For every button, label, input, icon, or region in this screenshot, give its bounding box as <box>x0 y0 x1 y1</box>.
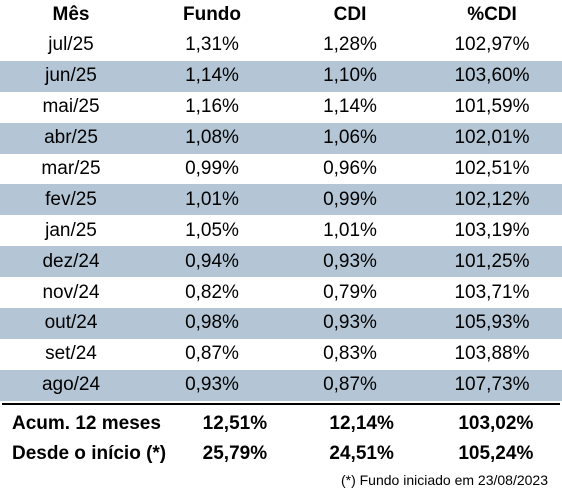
fund-cell: 1,08% <box>185 127 239 149</box>
month-cell: jul/25 <box>48 34 94 56</box>
pct-cdi-cell: 103,19% <box>454 219 530 241</box>
month-cell: fev/25 <box>45 188 97 210</box>
table-row: abr/25 1,08% 1,06% 102,01% <box>0 122 562 154</box>
month-cell: abr/25 <box>44 127 98 149</box>
fund-cell: 1,16% <box>185 96 239 118</box>
month-cell: jan/25 <box>45 219 97 241</box>
fund-cell: 1,31% <box>185 34 239 56</box>
table-row: nov/24 0,82% 0,79% 103,71% <box>0 277 562 308</box>
fund-cell: 0,82% <box>185 281 239 303</box>
summary-row-12-months: Acum. 12 meses 12,51% 12,14% 103,02% <box>0 410 562 438</box>
summary-fund: 12,51% <box>202 413 268 434</box>
summary-divider <box>2 403 560 405</box>
cdi-cell: 1,01% <box>323 219 377 241</box>
summary-cdi: 12,14% <box>329 413 394 434</box>
month-cell: set/24 <box>45 343 97 365</box>
header-month: Mês <box>52 4 90 25</box>
summary-fund: 25,79% <box>202 443 268 464</box>
fund-cell: 1,01% <box>185 188 239 210</box>
pct-cdi-cell: 105,93% <box>454 312 530 334</box>
header-cdi: CDI <box>333 4 367 25</box>
table-row: ago/24 0,93% 0,87% 107,73% <box>0 369 562 401</box>
cdi-cell: 0,93% <box>323 250 377 272</box>
cdi-cell: 1,06% <box>323 127 377 149</box>
footnote: (*) Fundo iniciado em 23/08/2023 <box>340 472 548 488</box>
pct-cdi-cell: 102,01% <box>454 127 530 149</box>
cdi-cell: 0,99% <box>323 188 377 210</box>
summary-cdi: 24,51% <box>329 443 394 464</box>
table-row: jan/25 1,05% 1,01% 103,19% <box>0 215 562 246</box>
cdi-cell: 1,14% <box>323 96 377 118</box>
month-cell: mar/25 <box>41 158 101 179</box>
fund-cell: 0,93% <box>185 374 239 396</box>
month-cell: nov/24 <box>42 281 100 303</box>
pct-cdi-cell: 103,60% <box>454 65 530 87</box>
fund-cell: 0,99% <box>185 158 239 179</box>
pct-cdi-cell: 101,25% <box>454 250 530 272</box>
table-row: jul/25 1,31% 1,28% 102,97% <box>0 30 562 61</box>
pct-cdi-cell: 101,59% <box>454 96 530 118</box>
cdi-cell: 0,79% <box>323 281 377 303</box>
summary-row-since-inception: Desde o início (*) 25,79% 24,51% 105,24% <box>0 440 562 468</box>
cdi-cell: 0,87% <box>323 374 377 396</box>
fund-cell: 1,05% <box>185 219 239 241</box>
pct-cdi-cell: 102,51% <box>454 158 530 179</box>
month-cell: mai/25 <box>42 96 100 118</box>
table-row: out/24 0,98% 0,93% 105,93% <box>0 308 562 339</box>
table-row: dez/24 0,94% 0,93% 101,25% <box>0 246 562 278</box>
month-cell: out/24 <box>44 312 98 334</box>
fund-cell: 0,94% <box>185 250 239 272</box>
table-row: mai/25 1,16% 1,14% 101,59% <box>0 92 562 123</box>
month-cell: jun/25 <box>45 65 97 87</box>
pct-cdi-cell: 102,12% <box>454 188 530 210</box>
fund-cell: 1,14% <box>185 65 239 87</box>
pct-cdi-cell: 103,71% <box>454 281 530 303</box>
table-row: set/24 0,87% 0,83% 103,88% <box>0 339 562 370</box>
month-cell: ago/24 <box>41 374 101 396</box>
cdi-cell: 1,28% <box>323 34 377 56</box>
header-fund: Fundo <box>182 4 242 25</box>
table-header: Mês Fundo CDI %CDI <box>0 0 562 30</box>
pct-cdi-cell: 103,88% <box>454 343 530 365</box>
table-row: jun/25 1,14% 1,10% 103,60% <box>0 60 562 92</box>
month-cell: dez/24 <box>42 250 100 272</box>
header-pct-cdi: %CDI <box>467 4 517 25</box>
cdi-cell: 0,93% <box>323 312 377 334</box>
fund-cell: 0,87% <box>185 343 239 365</box>
cdi-cell: 0,96% <box>323 158 377 179</box>
fund-cell: 0,98% <box>185 312 239 334</box>
pct-cdi-cell: 107,73% <box>454 374 530 396</box>
summary-label: Acum. 12 meses <box>12 413 161 434</box>
cdi-cell: 1,10% <box>323 65 377 87</box>
cdi-cell: 0,83% <box>323 343 377 365</box>
table-row: fev/25 1,01% 0,99% 102,12% <box>0 184 562 216</box>
summary-label: Desde o início (*) <box>12 443 167 464</box>
pct-cdi-cell: 102,97% <box>454 34 530 56</box>
returns-table: Mês Fundo CDI %CDI jul/25 1,31% 1,28% 10… <box>0 0 562 401</box>
summary-pct-cdi: 103,02% <box>458 413 534 434</box>
table-row: mar/25 0,99% 0,96% 102,51% <box>0 154 562 185</box>
summary-pct-cdi: 105,24% <box>458 443 534 464</box>
